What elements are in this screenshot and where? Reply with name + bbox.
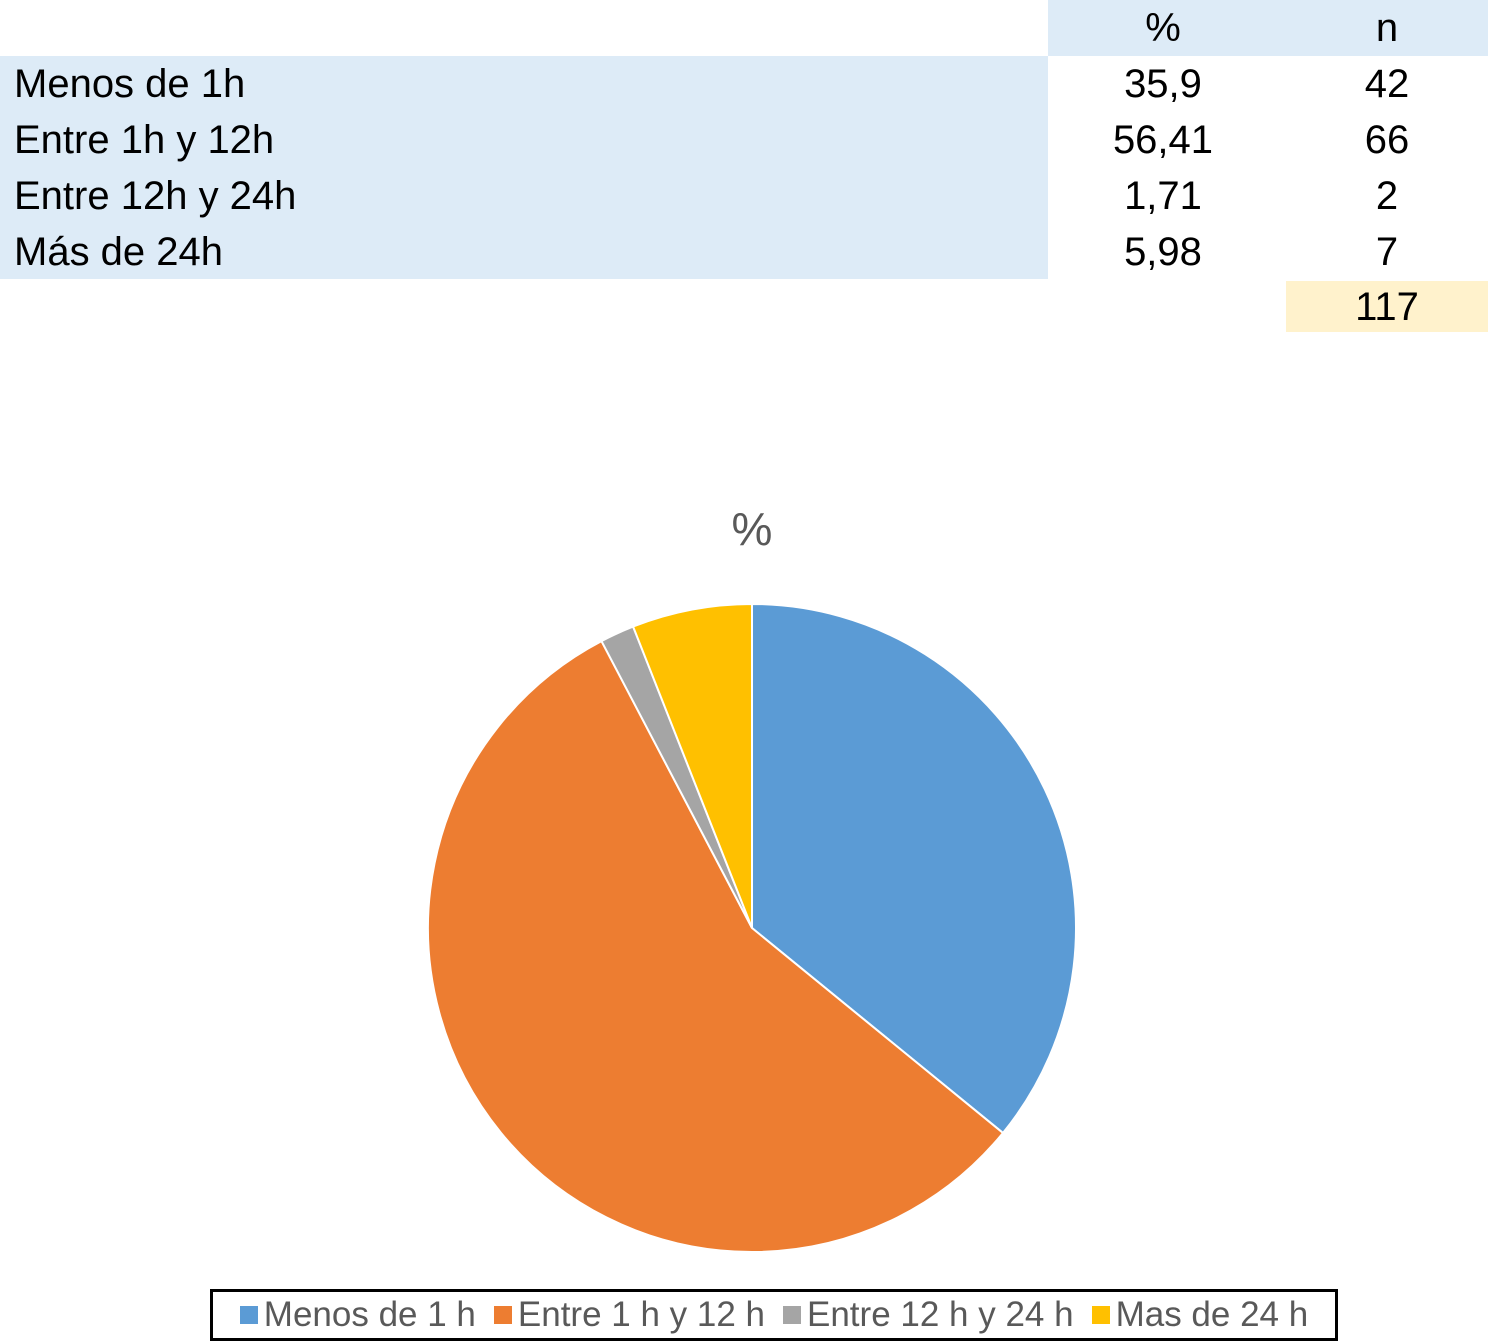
table-row-n: 2: [1375, 174, 1399, 218]
chart-legend: Menos de 1 h Entre 1 h y 12 h Entre 12 h…: [210, 1289, 1338, 1341]
legend-item: Menos de 1 h: [239, 1295, 476, 1335]
table-row-n: 42: [1364, 62, 1410, 106]
legend-swatch: [493, 1306, 512, 1324]
chart-title: %: [731, 503, 773, 555]
table-row-n: 66: [1364, 118, 1410, 162]
table-row-label: Más de 24h: [14, 230, 224, 274]
legend-item: Entre 12 h y 24 h: [783, 1295, 1074, 1335]
legend-item: Mas de 24 h: [1091, 1295, 1309, 1335]
legend-swatch: [1091, 1306, 1110, 1324]
legend-label: Entre 1 h y 12 h: [517, 1295, 765, 1334]
legend-label: Mas de 24 h: [1115, 1295, 1309, 1334]
table-row-pct: 35,9: [1124, 62, 1202, 106]
table-header-background: [1048, 0, 1488, 56]
pie-slice-4: [631, 602, 753, 929]
table-total-background: [1286, 281, 1488, 332]
table-row-pct: 1,71: [1124, 174, 1202, 218]
table-label-background: [0, 56, 1048, 279]
table-row-label: Entre 1h y 12h: [14, 118, 275, 162]
legend-label: Menos de 1 h: [263, 1295, 476, 1334]
legend-label: Entre 12 h y 24 h: [807, 1295, 1074, 1334]
legend-swatch: [783, 1306, 801, 1324]
table-row-pct: 5,98: [1124, 230, 1202, 274]
table-header-n: n: [1375, 6, 1399, 50]
table-row-pct: 56,41: [1112, 118, 1214, 162]
table-header-pct: %: [1145, 6, 1181, 50]
table-row-n: 7: [1375, 230, 1399, 274]
table-row-label: Entre 12h y 24h: [14, 174, 297, 218]
table-row-label: Menos de 1h: [14, 62, 246, 106]
table-total: 117: [1355, 285, 1419, 329]
pie-slice-1: [751, 602, 1077, 1135]
legend-item: Entre 1 h y 12 h: [493, 1295, 765, 1335]
legend-swatch: [239, 1306, 258, 1324]
pie-slice-2: [427, 639, 1005, 1253]
